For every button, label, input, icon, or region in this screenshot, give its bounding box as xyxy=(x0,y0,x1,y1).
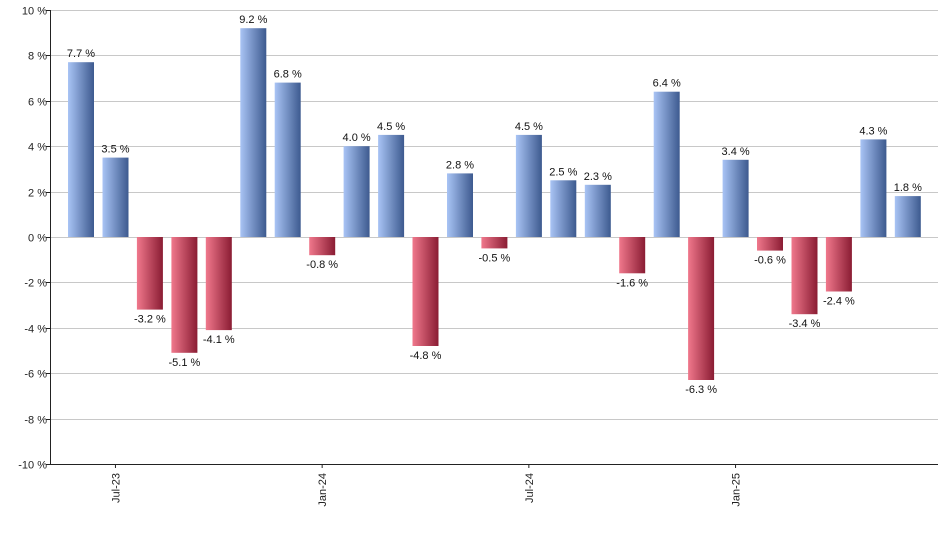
y-tick-label: 2 % xyxy=(28,188,47,200)
x-tick-label: Jan-25 xyxy=(731,473,743,507)
x-axis-ticks: Jul-23 Jan-24 Jul-24 Jan-25 xyxy=(110,464,743,507)
bar xyxy=(102,157,129,237)
data-label: -3.4 % xyxy=(789,318,821,330)
bar xyxy=(481,237,508,249)
y-tick-label: -8 % xyxy=(24,415,47,427)
bars xyxy=(68,28,921,380)
data-label: 4.0 % xyxy=(343,132,371,144)
data-label: 1.8 % xyxy=(894,182,922,194)
bar xyxy=(447,173,473,237)
bar xyxy=(791,237,818,315)
data-label: 4.5 % xyxy=(515,121,543,133)
y-tick-label: 10 % xyxy=(22,6,47,18)
data-labels: 7.7 % 3.5 % -3.2 % -5.1 %-4.1 % 9.2 % 6.8 % -0… xyxy=(67,14,922,396)
x-tick-label: Jan-24 xyxy=(317,473,329,507)
y-tick-label: 6 % xyxy=(28,97,47,109)
data-label: 7.7 % xyxy=(67,48,95,60)
bar xyxy=(757,237,783,251)
data-label: 2.3 % xyxy=(584,171,612,183)
y-axis-ticks: 10 % 8 % 6 % 4 % 2 % 0 % -2 % -4 % -6 % -8 % -10 % xyxy=(18,6,50,472)
bar xyxy=(343,146,370,237)
bar xyxy=(171,237,198,353)
data-label: -0.6 % xyxy=(754,255,786,267)
bar xyxy=(378,134,405,237)
y-tick-label: -4 % xyxy=(24,324,47,336)
bar xyxy=(68,62,94,238)
data-label: 2.8 % xyxy=(446,159,474,171)
data-label: -5.1 % xyxy=(169,357,201,369)
data-label: -0.5 % xyxy=(479,252,511,264)
bar xyxy=(136,237,163,310)
data-label: 6.4 % xyxy=(653,78,681,90)
data-label: -3.2 % xyxy=(134,314,166,326)
data-label: 6.8 % xyxy=(274,69,302,81)
bar xyxy=(412,237,439,346)
data-label: 3.4 % xyxy=(722,146,750,158)
data-label: 4.5 % xyxy=(377,121,405,133)
data-label: -6.3 % xyxy=(685,384,717,396)
data-label: -1.6 % xyxy=(616,277,648,289)
bar xyxy=(274,82,301,237)
data-label: 3.5 % xyxy=(101,144,129,156)
y-tick-label: -2 % xyxy=(24,278,47,290)
y-tick-label: -6 % xyxy=(24,369,47,381)
bar xyxy=(653,91,680,237)
bar xyxy=(894,196,921,237)
bar xyxy=(825,237,852,292)
data-label: -4.8 % xyxy=(410,350,442,362)
bar xyxy=(722,159,749,237)
x-tick-label: Jul-24 xyxy=(524,473,536,503)
data-label: 4.3 % xyxy=(859,125,887,137)
x-tick-label: Jul-23 xyxy=(110,473,122,503)
data-label: 2.5 % xyxy=(549,166,577,178)
bar xyxy=(688,237,715,380)
data-label: -4.1 % xyxy=(203,334,235,346)
y-tick-label: 4 % xyxy=(28,142,47,154)
bar xyxy=(619,237,646,274)
data-label: 9.2 % xyxy=(239,14,267,26)
bar xyxy=(240,28,267,238)
axes xyxy=(50,10,938,465)
data-label: -2.4 % xyxy=(823,296,855,308)
y-tick-label: -10 % xyxy=(18,460,47,472)
bar xyxy=(515,134,542,237)
bar xyxy=(584,184,611,237)
bar xyxy=(205,237,232,331)
data-label: -0.8 % xyxy=(306,259,338,271)
y-tick-label: 8 % xyxy=(28,51,47,63)
bar xyxy=(860,139,887,237)
bar xyxy=(309,237,336,256)
y-tick-label: 0 % xyxy=(28,233,47,245)
bar xyxy=(550,180,577,238)
